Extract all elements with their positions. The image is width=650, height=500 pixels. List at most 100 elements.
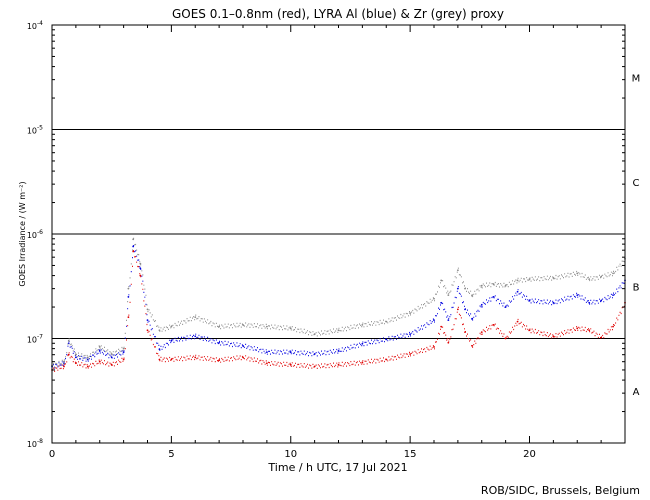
data-point [127, 287, 130, 290]
threshold-lines [52, 129, 625, 339]
data-point [456, 269, 459, 272]
data-point [127, 296, 130, 298]
data-point [146, 319, 149, 321]
data-point [132, 250, 135, 253]
series-blue [51, 245, 626, 369]
data-point [313, 333, 316, 336]
data-point [194, 316, 197, 319]
data-point [265, 362, 268, 365]
data-point [516, 279, 519, 282]
data-point [504, 337, 507, 340]
data-point [170, 358, 173, 361]
y-tick-exponent: -4 [37, 20, 43, 27]
data-point [516, 320, 519, 323]
data-point [492, 323, 495, 326]
data-point [139, 274, 142, 277]
y-tick-exponent: -5 [37, 125, 43, 132]
y-tick-exponent: -6 [37, 229, 43, 236]
data-point [552, 277, 555, 279]
data-point [588, 301, 591, 304]
series-layer [51, 237, 626, 372]
x-tick-label: 10 [284, 449, 297, 460]
data-point [528, 329, 531, 332]
y-tick-exponent: -7 [37, 334, 43, 341]
data-point [612, 325, 614, 328]
data-point [385, 338, 388, 341]
data-point [433, 297, 435, 300]
data-point [433, 319, 435, 321]
data-point [86, 365, 89, 368]
data-point [528, 299, 531, 302]
data-point [576, 294, 579, 297]
data-point [588, 278, 591, 281]
data-point [289, 363, 292, 366]
data-point [265, 325, 268, 328]
data-point [433, 346, 435, 348]
data-point [409, 353, 412, 355]
data-point [385, 358, 388, 361]
y-axis-label: GOES Irradiance / (W m⁻²) [18, 181, 27, 286]
y-tick-label: 10 [27, 127, 37, 136]
data-point [170, 339, 173, 342]
data-point [471, 294, 474, 297]
credit-text: ROB/SIDC, Brussels, Belgium [481, 484, 640, 497]
data-point [480, 331, 483, 334]
data-point [122, 351, 125, 354]
data-point [63, 365, 65, 368]
data-point [132, 245, 135, 248]
data-point [122, 347, 125, 350]
data-point [612, 294, 614, 297]
data-point [98, 360, 101, 363]
data-point [552, 335, 555, 338]
data-point [170, 325, 173, 328]
y-tick-label: 10 [27, 231, 37, 240]
data-point [218, 359, 221, 362]
data-point [464, 287, 466, 290]
data-point [110, 356, 113, 359]
series-grey [51, 237, 626, 368]
data-point [464, 308, 466, 311]
data-point [132, 238, 135, 241]
data-point [576, 327, 579, 330]
data-point [218, 341, 221, 344]
data-point [504, 284, 507, 287]
y-tick-exponent: -8 [37, 438, 43, 445]
data-point [440, 301, 443, 304]
data-point [440, 325, 443, 328]
data-point [456, 287, 459, 290]
data-point [146, 308, 149, 311]
x-tick-label: 5 [168, 449, 174, 460]
series-trace [52, 237, 625, 368]
data-point [74, 353, 77, 356]
data-point [146, 329, 149, 332]
data-point [528, 278, 531, 281]
data-point [464, 331, 466, 334]
data-point [158, 329, 161, 332]
flare-class-label: M [632, 73, 641, 84]
data-point [600, 299, 603, 302]
x-tick-label: 0 [49, 449, 55, 460]
data-point [471, 344, 474, 347]
data-point [409, 312, 412, 315]
series-red [51, 250, 626, 372]
data-point [127, 316, 130, 319]
data-point [516, 290, 519, 293]
data-point [337, 329, 340, 332]
series-trace [52, 250, 625, 372]
data-point [385, 320, 388, 323]
data-point [74, 356, 77, 359]
data-point [576, 272, 579, 275]
y-tick-label: 10 [27, 22, 37, 31]
data-point [194, 356, 197, 359]
y-axis: 10-810-710-610-510-4 [27, 20, 625, 449]
data-point [289, 351, 292, 354]
data-point [158, 348, 161, 351]
data-point [612, 272, 614, 275]
data-point [337, 363, 340, 366]
data-point [447, 319, 450, 321]
data-point [447, 294, 450, 297]
data-point [242, 323, 244, 326]
flare-class-label: B [633, 282, 640, 293]
flare-class-label: A [633, 387, 640, 398]
